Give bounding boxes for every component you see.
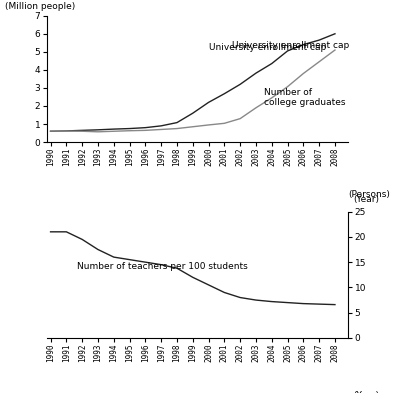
Text: (Year): (Year) <box>354 195 380 204</box>
Text: Number of
college graduates: Number of college graduates <box>264 88 345 107</box>
Text: University enrollment cap: University enrollment cap <box>232 41 350 50</box>
Text: (Million people): (Million people) <box>6 2 75 11</box>
Text: (Year): (Year) <box>354 391 380 393</box>
Text: (Persons): (Persons) <box>348 190 389 199</box>
Text: University enrollment cap: University enrollment cap <box>209 43 326 52</box>
Text: Number of teachers per 100 students: Number of teachers per 100 students <box>77 262 248 271</box>
